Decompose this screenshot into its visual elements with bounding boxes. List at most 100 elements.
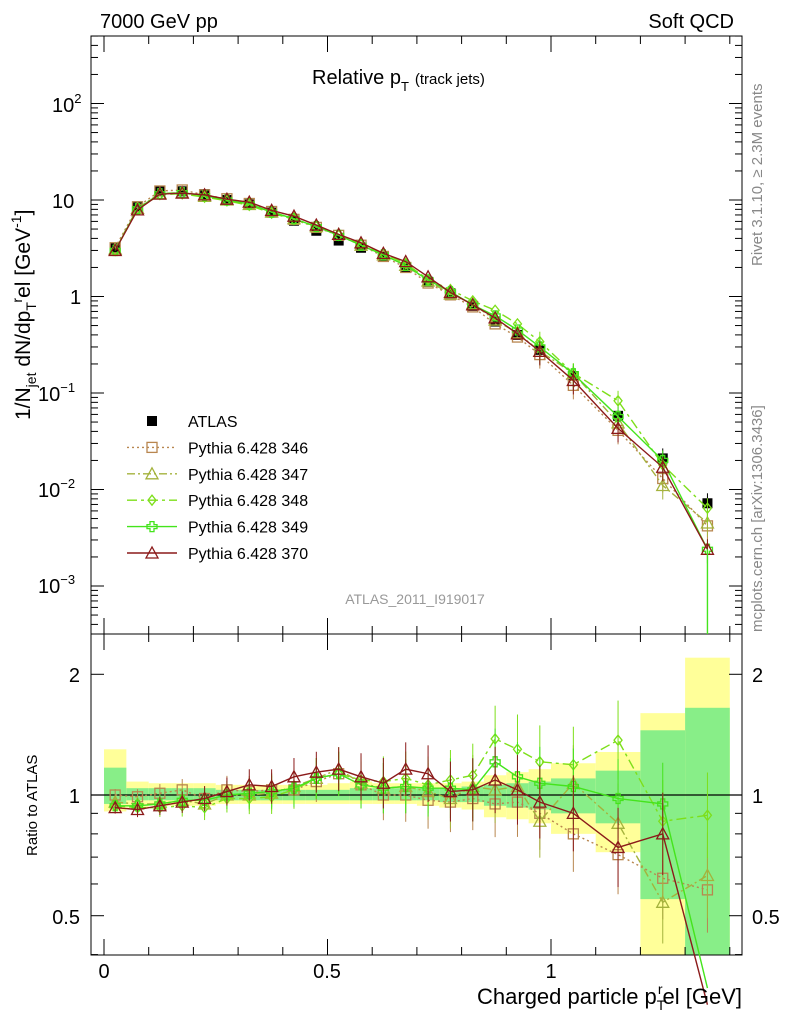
ratio-data-point — [130, 802, 145, 816]
main-data-point — [154, 186, 165, 197]
main-data-point — [353, 235, 369, 249]
legend-marker — [146, 520, 158, 533]
ratio-data-point — [108, 800, 123, 814]
main-data-point — [534, 341, 546, 353]
main-data-point — [488, 310, 503, 324]
main-data-point — [199, 189, 210, 200]
ratio-data-point — [242, 777, 257, 791]
xtick-label-0: 0 — [98, 961, 109, 983]
xtick-label-1: 1 — [545, 961, 556, 983]
main-panel-frame — [90, 35, 743, 635]
ratio-data-point — [443, 784, 458, 798]
ratio-ytick-label-2-right: 2 — [752, 665, 763, 687]
ratio-data-point — [657, 798, 669, 810]
main-data-point — [331, 227, 346, 241]
main-y-axis-label: 1/Njet dN/dpTrel [GeV-1] — [8, 210, 39, 420]
legend-label: ATLAS — [188, 414, 238, 431]
ratio-uncertainty-bands — [91, 657, 742, 955]
ratio-data-point — [154, 798, 166, 810]
x-axis-label: Charged particle pTrel [GeV] — [477, 981, 742, 1013]
main-data-point — [219, 191, 235, 205]
main-data-point — [264, 203, 279, 217]
ytick-label-100: 102 — [52, 91, 81, 117]
legend-marker — [144, 545, 160, 559]
main-data-point — [378, 251, 389, 262]
main-data-point — [242, 194, 257, 208]
ratio-data-point — [613, 734, 623, 747]
main-data-point — [465, 297, 480, 311]
ratio-data-point — [398, 761, 413, 775]
ytick-label-10: 10 — [52, 191, 74, 213]
ratio-data-point — [309, 764, 324, 778]
x-tick-labels: 0 0.5 1 — [98, 961, 556, 983]
ratio-data-point — [655, 826, 670, 840]
legend-label: Pythia 6.428 370 — [188, 546, 308, 563]
ratio-data-point — [288, 782, 300, 794]
ytick-label-0.01: 10−2 — [38, 476, 75, 502]
ratio-data-point — [655, 894, 670, 908]
main-data-point — [612, 410, 624, 423]
main-data-point — [700, 515, 715, 529]
ratio-data-point — [700, 868, 715, 882]
ratio-y-tick-labels: 0.5 1 2 0.5 1 2 — [52, 665, 780, 929]
ratio-data-point — [353, 769, 369, 783]
main-title: Relative pT (track jets) — [312, 67, 485, 94]
ratio-data-point — [612, 792, 624, 805]
xtick-label-0.5: 0.5 — [313, 961, 341, 983]
ytick-label-0.1: 10−1 — [38, 380, 75, 406]
ratio-data-point — [152, 798, 167, 812]
legend-marker — [146, 441, 158, 454]
main-data-point — [309, 217, 324, 231]
legend-label: Pythia 6.428 348 — [188, 493, 308, 510]
ratio-ytick-label-2-left: 2 — [69, 665, 80, 687]
ratio-data-point — [488, 772, 503, 786]
ratio-data-point — [532, 794, 547, 808]
legend-label: Pythia 6.428 349 — [188, 520, 308, 537]
axis-ticks — [91, 35, 742, 956]
main-data-point — [702, 502, 713, 515]
ratio-data-point — [567, 780, 579, 793]
ratio-data-point — [511, 771, 524, 783]
ratio-data-point — [400, 780, 412, 793]
ytick-label-1: 1 — [70, 287, 81, 309]
ratio-data-point — [566, 805, 581, 819]
main-data-point — [655, 478, 670, 492]
main-data-point — [489, 310, 501, 322]
main-data-point — [130, 202, 145, 216]
main-data-point — [177, 186, 188, 197]
legend: ATLAS Pythia 6.428 346 Pythia 6.428 347 Pyt… — [127, 414, 308, 563]
main-data-point — [377, 249, 390, 261]
ratio-data-point — [131, 800, 144, 812]
main-data-point — [398, 254, 413, 268]
ratio-data-point — [489, 756, 501, 768]
ratio-data-point — [175, 794, 190, 808]
main-data-point — [443, 285, 458, 299]
side-text-mcplots: mcplots.cern.ch [arXiv:1306.3436] — [749, 405, 766, 632]
legend-label: Pythia 6.428 347 — [188, 467, 308, 484]
ratio-series-layer — [108, 700, 715, 1005]
ratio-data-point — [243, 787, 255, 799]
main-data-point — [108, 243, 123, 257]
main-series-layer — [108, 184, 715, 634]
legend-label: Pythia 6.428 346 — [188, 440, 308, 457]
ratio-y-axis-label: Ratio to ATLAS — [24, 755, 41, 856]
legend-marker — [147, 494, 157, 507]
main-data-point — [610, 421, 626, 435]
ratio-data-point — [444, 782, 457, 794]
main-data-point — [566, 373, 581, 387]
ratio-data-point — [610, 840, 626, 854]
main-data-point — [532, 344, 547, 358]
header-right: Soft QCD — [648, 11, 734, 33]
main-data-point — [376, 245, 391, 259]
ytick-label-0.001: 10−3 — [38, 572, 75, 598]
ratio-data-point — [510, 782, 525, 796]
main-data-point — [175, 185, 190, 199]
side-text-rivet: Rivet 3.1.10, ≥ 2.3M events — [749, 84, 766, 267]
ratio-data-point — [264, 779, 279, 793]
main-data-point — [613, 394, 623, 407]
main-data-point — [286, 208, 302, 222]
ratio-data-point — [286, 769, 302, 783]
main-data-point — [510, 326, 525, 340]
main-data-point — [176, 184, 188, 196]
ratio-data-point — [465, 782, 480, 796]
